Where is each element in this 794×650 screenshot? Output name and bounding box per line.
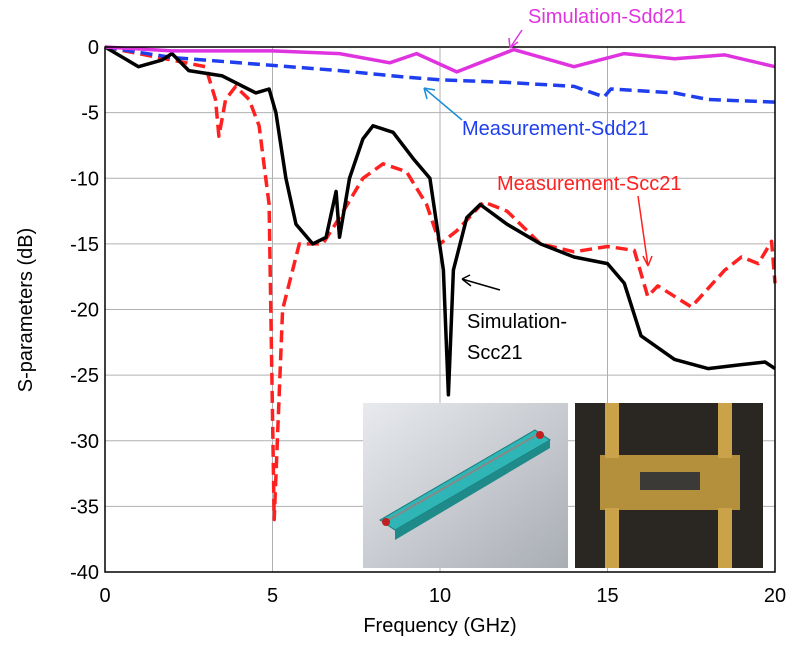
x-tick-label: 20 [764, 585, 786, 607]
x-axis-label: Frequency (GHz) [363, 615, 516, 637]
y-tick-label: 0 [88, 37, 99, 59]
series-line [104, 45, 777, 522]
series-label: Simulation-Sdd21 [528, 6, 686, 28]
series-line [104, 45, 776, 104]
y-tick-label: -20 [70, 300, 99, 322]
x-tick-label: 10 [429, 585, 451, 607]
y-axis-label: S-parameters (dB) [15, 228, 37, 393]
y-tick-label: -40 [70, 562, 99, 584]
inset-photo [575, 403, 763, 568]
series-label: Measurement-Sdd21 [462, 118, 649, 140]
y-tick-label: -35 [70, 496, 99, 518]
series-line [104, 45, 776, 74]
x-tick-label: 0 [99, 585, 110, 607]
series-label: Simulation-Scc21 [467, 311, 568, 364]
y-tick-label: -15 [70, 234, 99, 256]
y-tick-label: -5 [81, 103, 99, 125]
series-label: Measurement-Scc21 [497, 173, 682, 195]
series-line [104, 45, 776, 397]
y-tick-label: -10 [70, 168, 99, 190]
x-tick-label: 15 [596, 585, 618, 607]
y-tick-label: -25 [70, 365, 99, 387]
annotation-arrows [423, 29, 653, 291]
x-tick-label: 5 [267, 585, 278, 607]
inset-simulation-model [363, 403, 568, 568]
y-tick-label: -30 [70, 431, 99, 453]
plot-frame [104, 46, 776, 573]
